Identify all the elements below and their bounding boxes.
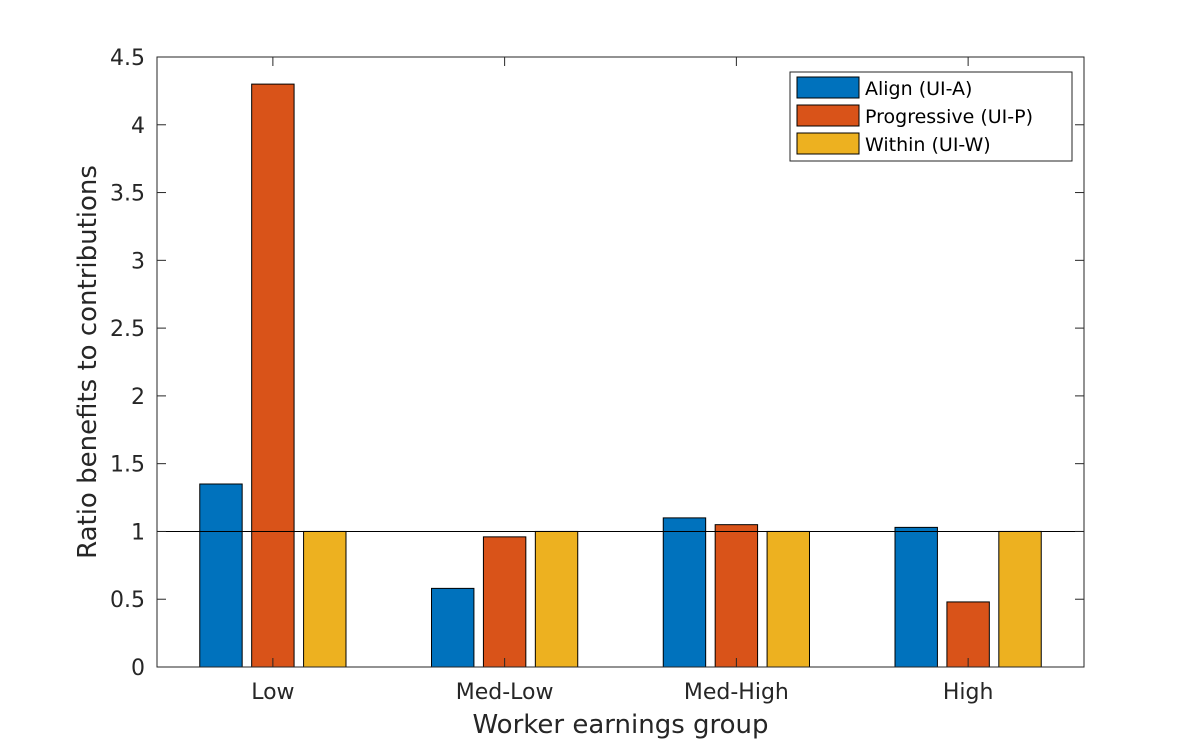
- y-tick-label: 2: [131, 385, 145, 410]
- bar-high-series-3: [998, 530, 1042, 668]
- x-tick-label: Med-High: [684, 680, 789, 705]
- bar-high-series-2: [946, 601, 990, 668]
- bar-med-low-series-3: [534, 530, 579, 668]
- x-axis-label: Worker earnings group: [472, 710, 768, 740]
- bar-med-low-series-2: [482, 536, 527, 668]
- y-tick-label: 4: [131, 114, 145, 139]
- y-tick-label: 2.5: [110, 317, 145, 342]
- legend-label: Progressive (UI-P): [865, 106, 1033, 128]
- y-tick-label: 1: [131, 520, 145, 545]
- bar-low-series-3: [303, 530, 347, 668]
- bar-med-high-series-2: [714, 524, 759, 668]
- y-tick-label: 0: [131, 656, 145, 681]
- legend-label: Align (UI-A): [865, 78, 972, 100]
- bar-high-series-1: [894, 526, 938, 668]
- y-tick-label: 3.5: [110, 182, 145, 207]
- legend-swatch: [796, 104, 860, 127]
- y-tick-label: 1.5: [110, 453, 145, 478]
- bar-low-series-2: [251, 83, 295, 668]
- legend-swatch: [796, 132, 860, 155]
- legend-swatch: [796, 76, 860, 99]
- y-tick-label: 0.5: [110, 588, 145, 613]
- y-tick-label: 3: [131, 249, 145, 274]
- y-tick-label: 4.5: [110, 46, 145, 71]
- y-axis-label: Ratio benefits to contributions: [73, 165, 103, 559]
- legend: Align (UI-A) Progressive (UI-P) Within (UI…: [789, 71, 1073, 162]
- x-tick-label: Med-Low: [456, 680, 554, 705]
- bar-med-high-series-3: [766, 530, 810, 668]
- bars-group: [199, 83, 1042, 668]
- x-tick-label: High: [943, 680, 994, 705]
- legend-label: Within (UI-W): [865, 134, 991, 156]
- bar-low-series-1: [199, 483, 243, 668]
- bar-med-low-series-1: [431, 587, 475, 668]
- y-axis: 0 0.5 1 1.5 2 2.5 3 3.5 4 4.5: [110, 46, 1084, 681]
- bar-med-high-series-1: [662, 517, 707, 668]
- x-axis: Low Med-Low Med-High High: [251, 57, 993, 705]
- x-tick-label: Low: [251, 680, 294, 705]
- plot-frame: [156, 56, 1085, 668]
